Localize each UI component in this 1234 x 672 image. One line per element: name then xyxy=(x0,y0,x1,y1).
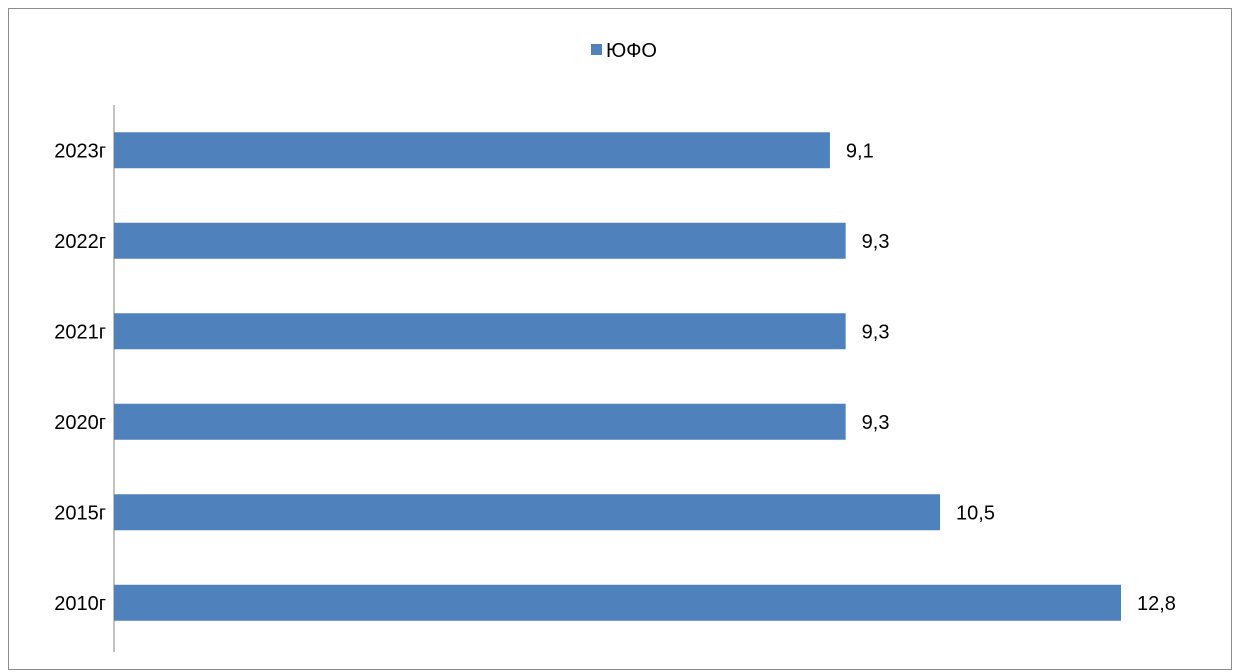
legend: ЮФО xyxy=(591,40,657,62)
category-tick-labels: 2023г 2022г 2021г 2020г 2015г 2010г xyxy=(54,140,106,615)
legend-swatch-yufo xyxy=(591,44,602,55)
data-label-2015г: 10,5 xyxy=(956,502,995,524)
data-label-2020г: 9,3 xyxy=(862,412,890,434)
bar-2010г xyxy=(114,584,1121,621)
data-label-2010г: 12,8 xyxy=(1137,593,1176,615)
tick-label-2021г: 2021г xyxy=(54,321,106,343)
tick-label-2022г: 2022г xyxy=(54,231,106,253)
tick-label-2023г: 2023г xyxy=(54,140,106,162)
bars xyxy=(114,132,1121,621)
data-labels: 9,1 9,3 9,3 9,3 10,5 12,8 xyxy=(846,140,1176,615)
bar-2020г xyxy=(114,403,846,440)
data-label-2023г: 9,1 xyxy=(846,140,874,162)
bar-2023г xyxy=(114,132,830,169)
data-label-2021г: 9,3 xyxy=(862,321,890,343)
tick-label-2015г: 2015г xyxy=(54,502,106,524)
bar-2022г xyxy=(114,222,846,259)
bar-2021г xyxy=(114,313,846,350)
data-label-2022г: 9,3 xyxy=(862,231,890,253)
tick-label-2010г: 2010г xyxy=(54,593,106,615)
bar-2015г xyxy=(114,494,941,531)
tick-label-2020г: 2020г xyxy=(54,412,106,434)
legend-label-yufo: ЮФО xyxy=(606,40,657,62)
